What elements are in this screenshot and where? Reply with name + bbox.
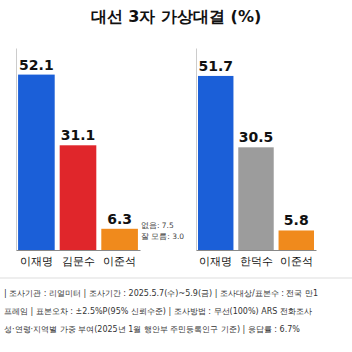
footer-line: 성·연령·지역별 가중 부여(2025년 1월 행안부 주민등록인구 기준) |… [4,325,300,334]
chart-svg: 대선 3자 가상대결 (%) 52.1 31.1 6.3 이재명 김문수 이준석 없음: 7.… [0,0,352,352]
data-label: 51.7 [198,58,233,74]
x-axis-line [197,250,317,251]
chart-root: 대선 3자 가상대결 (%) 52.1 31.1 6.3 이재명 김문수 이준석 없음: 7.… [0,0,352,352]
y-axis [196,49,197,251]
x-tick-label: 이준석 [280,255,313,268]
bar [60,145,97,250]
y-axis-line [196,49,197,251]
x-tick: 이준석 [103,250,136,268]
x-tick: 이재명 [20,250,53,268]
bar [279,230,314,250]
x-tick: 한덕수 [240,250,273,268]
plot: 51.7 30.5 5.8 이재명 한덕수 이준석 [197,49,317,269]
data-label: 52.1 [19,57,54,73]
bar [18,75,55,250]
y-axis [16,49,17,251]
x-tick-label: 김문수 [62,255,95,268]
footer-line: 프레임 | 표본오차 : ±2.5%P(95% 신뢰수준) | 조사방법 : 무… [4,307,312,316]
data-label: 31.1 [61,127,96,143]
x-tick: 김문수 [62,250,95,268]
footer: | 조사기관 : 리얼미터 | 조사기간 : 2025.5.7(수)~5.9(금… [4,289,318,334]
title: 대선 3자 가상대결 (%) [91,7,262,26]
data-label: 6.3 [107,211,132,227]
bars [18,75,138,250]
data-label: 30.5 [239,129,274,145]
x-tick-label: 한덕수 [240,255,273,268]
x-tick-label: 이준석 [103,255,136,268]
x-axis-line [17,250,141,251]
bar [198,76,233,250]
bars [198,76,314,250]
x-tick: 이준석 [280,250,313,268]
x-axis: 이재명 한덕수 이준석 [197,250,317,268]
footer-line: | 조사기관 : 리얼미터 | 조사기간 : 2025.5.7(수)~5.9(금… [4,289,318,298]
x-tick-label: 이재명 [20,255,53,268]
data-label: 5.8 [284,212,309,228]
plot: 52.1 31.1 6.3 이재명 김문수 이준석 없음: 7.5 잘 모름: 3.0 [17,49,185,269]
x-tick-label: 이재명 [199,255,232,268]
x-axis: 이재명 김문수 이준석 [17,250,141,268]
footer-rule [0,278,352,279]
bar [238,147,273,250]
annotation: 잘 모름: 3.0 [141,232,184,241]
y-axis-line [16,49,17,251]
bar [101,229,138,250]
x-tick: 이재명 [199,250,232,268]
annotation: 없음: 7.5 [141,221,174,230]
